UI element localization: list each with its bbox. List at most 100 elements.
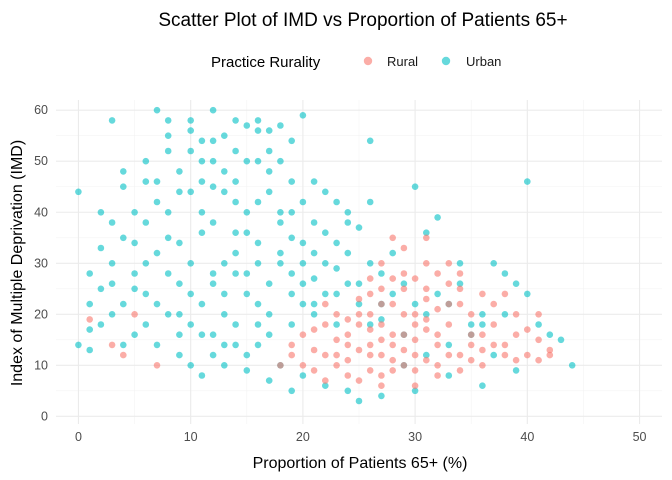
- urban-point: [355, 397, 363, 405]
- urban-point: [164, 117, 172, 124]
- urban-point: [209, 157, 217, 165]
- urban-point: [176, 168, 183, 175]
- urban-point: [288, 209, 296, 216]
- rural-point: [479, 331, 486, 339]
- rural-point: [378, 336, 385, 344]
- urban-point: [198, 178, 206, 185]
- urban-point: [366, 137, 374, 145]
- urban-point: [221, 188, 228, 196]
- urban-point: [187, 127, 194, 134]
- y-tick-label: 0: [41, 409, 48, 423]
- urban-point: [445, 372, 453, 379]
- rural-point: [423, 285, 430, 293]
- urban-point: [142, 219, 150, 226]
- urban-point: [299, 372, 307, 379]
- rural-point: [299, 362, 307, 369]
- urban-point: [524, 178, 531, 185]
- urban-point: [310, 300, 318, 308]
- rural-point: [333, 311, 340, 318]
- rural-point: [389, 367, 397, 374]
- urban-point: [254, 341, 262, 349]
- legend-key-urban: [441, 56, 451, 66]
- rural-point: [120, 351, 127, 359]
- rural-point: [535, 311, 542, 318]
- rural-point: [445, 321, 453, 328]
- y-tick-label: 20: [34, 307, 48, 321]
- rural-point: [524, 326, 531, 333]
- urban-point: [524, 290, 531, 298]
- urban-point: [254, 239, 262, 247]
- urban-point: [400, 280, 408, 288]
- urban-point: [378, 392, 385, 400]
- rural-point: [434, 331, 441, 339]
- rural-point: [378, 351, 385, 359]
- rural-point: [467, 341, 475, 349]
- legend-label-rural: Rural: [387, 54, 418, 69]
- urban-point: [322, 188, 329, 196]
- y-axis-title: Index of Multiple Deprivation (IMD): [9, 140, 26, 386]
- urban-point: [389, 249, 397, 257]
- urban-point: [120, 168, 127, 175]
- rural-point: [501, 351, 509, 359]
- rural-point: [423, 326, 430, 333]
- rural-point: [535, 356, 542, 364]
- rural-point: [490, 341, 498, 349]
- urban-point: [254, 127, 262, 134]
- rural-point: [389, 275, 397, 282]
- rural-point: [366, 367, 374, 374]
- urban-point: [131, 239, 138, 247]
- rural-point: [389, 341, 397, 349]
- urban-point: [288, 270, 296, 277]
- rural-point: [355, 346, 363, 354]
- urban-point: [187, 321, 194, 328]
- urban-point: [232, 147, 239, 155]
- urban-point: [187, 362, 194, 369]
- rural-point: [423, 316, 430, 323]
- urban-point: [153, 300, 161, 308]
- urban-point: [120, 341, 127, 349]
- urban-point: [108, 219, 116, 226]
- rural-point: [456, 351, 464, 359]
- rural-point: [501, 290, 509, 298]
- urban-point: [355, 300, 363, 308]
- rural-point: [378, 321, 385, 328]
- rural-point: [546, 346, 554, 354]
- urban-point: [254, 117, 262, 124]
- urban-point: [479, 311, 486, 318]
- rural-point: [333, 362, 340, 369]
- legend-title: Practice Rurality: [211, 54, 321, 71]
- urban-point: [153, 341, 161, 349]
- urban-point: [142, 157, 150, 165]
- rural-point: [411, 321, 419, 328]
- urban-point: [546, 331, 554, 339]
- urban-point: [490, 260, 498, 267]
- rural-point: [355, 295, 363, 303]
- urban-point: [434, 290, 441, 298]
- rural-point: [434, 362, 441, 369]
- urban-point: [344, 219, 352, 226]
- urban-point: [254, 300, 262, 308]
- rural-point: [378, 260, 385, 267]
- urban-point: [299, 280, 307, 288]
- urban-point: [310, 249, 318, 257]
- rural-point: [344, 316, 352, 323]
- rural-point: [322, 377, 329, 384]
- rural-point: [445, 260, 453, 267]
- urban-point: [265, 127, 273, 134]
- y-axis-ticks: 0 10 20 30 40 50 60: [34, 103, 48, 423]
- urban-point: [97, 209, 105, 216]
- urban-point: [243, 209, 251, 216]
- rural-point: [456, 367, 464, 374]
- urban-point: [232, 321, 239, 328]
- urban-point: [333, 290, 340, 298]
- urban-point: [221, 341, 228, 349]
- rural-point: [490, 300, 498, 308]
- urban-point: [209, 351, 217, 359]
- rural-point: [378, 285, 385, 293]
- urban-point: [423, 311, 430, 318]
- urban-point: [254, 260, 262, 267]
- urban-point: [209, 137, 217, 145]
- urban-point: [75, 188, 82, 196]
- urban-point: [333, 321, 340, 328]
- urban-point: [142, 290, 150, 298]
